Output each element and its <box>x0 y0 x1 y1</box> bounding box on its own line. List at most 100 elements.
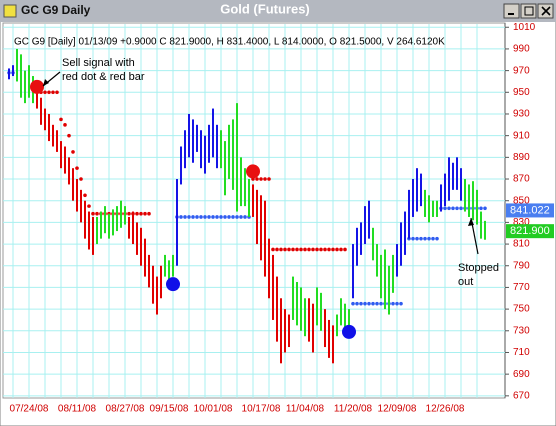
annotation: red dot & red bar <box>62 71 145 83</box>
grid <box>3 24 505 398</box>
stop-dot <box>231 215 235 219</box>
y-tick-label: 750 <box>513 304 530 315</box>
last-value-label: 821.900 <box>510 225 550 237</box>
y-tick-label: 1010 <box>513 22 536 33</box>
y-tick-label: 770 <box>513 282 530 293</box>
y-tick-label: 690 <box>513 369 530 380</box>
window-icon <box>3 4 17 18</box>
stop-dot <box>263 177 267 181</box>
stop-dot <box>363 301 367 306</box>
y-tick-label: 810 <box>513 239 530 250</box>
stop-arrow-head <box>468 218 474 226</box>
stop-dot <box>147 211 151 216</box>
stop-dot <box>291 247 295 252</box>
stop-dot <box>435 236 439 241</box>
stop-dots <box>7 70 487 306</box>
stop-dot <box>203 215 207 219</box>
stop-dot <box>259 177 263 181</box>
maximize-button[interactable] <box>520 3 537 19</box>
signal-dots <box>30 79 356 339</box>
stop-dot <box>187 215 191 219</box>
stop-dot <box>339 247 343 252</box>
stop-dot <box>79 177 83 181</box>
stop-dot <box>319 247 323 252</box>
y-tick-label: 850 <box>513 195 530 206</box>
stop-dot <box>207 215 211 219</box>
stop-dot <box>399 301 403 306</box>
stop-dot <box>47 90 51 95</box>
x-tick-label: 07/24/08 <box>10 404 49 415</box>
stop-dot <box>331 247 335 252</box>
x-tick-label: 11/20/08 <box>334 404 373 415</box>
stop-dot <box>183 215 187 219</box>
stop-dot <box>459 206 463 211</box>
stop-dot <box>179 215 183 219</box>
stop-dot <box>127 211 131 216</box>
axes: 670 690 710 730 750 770 790 810 830 850 870 890 910 9… <box>10 22 554 415</box>
stop-dot <box>395 301 399 306</box>
stop-dot <box>411 236 415 241</box>
stop-dot <box>335 247 339 252</box>
stop-dot <box>323 247 327 252</box>
stop-dot <box>83 193 87 198</box>
y-tick-label: 710 <box>513 347 530 358</box>
stop-dot <box>267 177 271 181</box>
signal-dot <box>30 79 44 94</box>
stop-dot <box>255 177 259 181</box>
stop-dot <box>271 247 275 252</box>
stop-dot <box>219 215 223 219</box>
stop-dot <box>91 211 95 216</box>
stop-dot <box>355 301 359 306</box>
sell-arrow-head <box>43 79 49 86</box>
stop-dot <box>227 215 231 219</box>
stop-dot <box>391 301 395 306</box>
x-tick-label: 08/27/08 <box>106 404 145 415</box>
x-tick-label: 08/11/08 <box>58 404 97 415</box>
stop-dot <box>307 247 311 252</box>
window-title: GC G9 Daily <box>21 3 91 17</box>
title-bar <box>0 0 556 22</box>
stop-dot <box>87 204 91 208</box>
stop-dot <box>235 215 239 219</box>
stop-dot <box>419 236 423 241</box>
stop-dot <box>447 206 451 211</box>
x-tick-label: 09/15/08 <box>150 404 189 415</box>
minimize-button[interactable] <box>503 3 520 19</box>
x-tick-label: 10/01/08 <box>194 404 233 415</box>
x-tick-label: 12/09/08 <box>378 404 417 415</box>
y-tick-label: 930 <box>513 109 530 120</box>
header-text: GC G9 [Daily] 01/13/09 +0.9000 C 821.900… <box>14 37 445 48</box>
stop-dot <box>427 236 431 241</box>
stop-dot <box>303 247 307 252</box>
stop-dot <box>351 301 355 306</box>
stop-dot <box>279 247 283 252</box>
stop-dot <box>367 301 371 306</box>
y-tick-label: 970 <box>513 65 530 76</box>
stop-dot <box>139 211 143 216</box>
stop-dot <box>275 247 279 252</box>
stop-dot <box>195 215 199 219</box>
stop-dot <box>55 90 59 95</box>
stop-dot <box>315 247 319 252</box>
stop-dot <box>327 247 331 252</box>
y-tick-label: 830 <box>513 217 530 228</box>
stop-dot <box>423 236 427 241</box>
stop-dot <box>95 211 99 216</box>
stop-dot <box>375 301 379 306</box>
annotations: Sell signal with red dot & red bar Stopped… <box>62 57 499 288</box>
y-tick-label: 990 <box>513 44 530 55</box>
stop-dot <box>135 211 139 216</box>
stop-dot <box>67 133 71 138</box>
stop-dot <box>283 247 287 252</box>
stop-dot <box>243 215 247 219</box>
last-value-box <box>506 224 554 239</box>
close-icon <box>541 6 551 16</box>
stop-dot <box>483 206 487 211</box>
y-tick-label: 670 <box>513 390 530 401</box>
signal-dot <box>166 277 180 292</box>
stop-dot <box>199 215 203 219</box>
signal-dot <box>342 324 356 339</box>
stop-dot <box>379 301 383 306</box>
annotation: Sell signal with <box>62 57 135 69</box>
